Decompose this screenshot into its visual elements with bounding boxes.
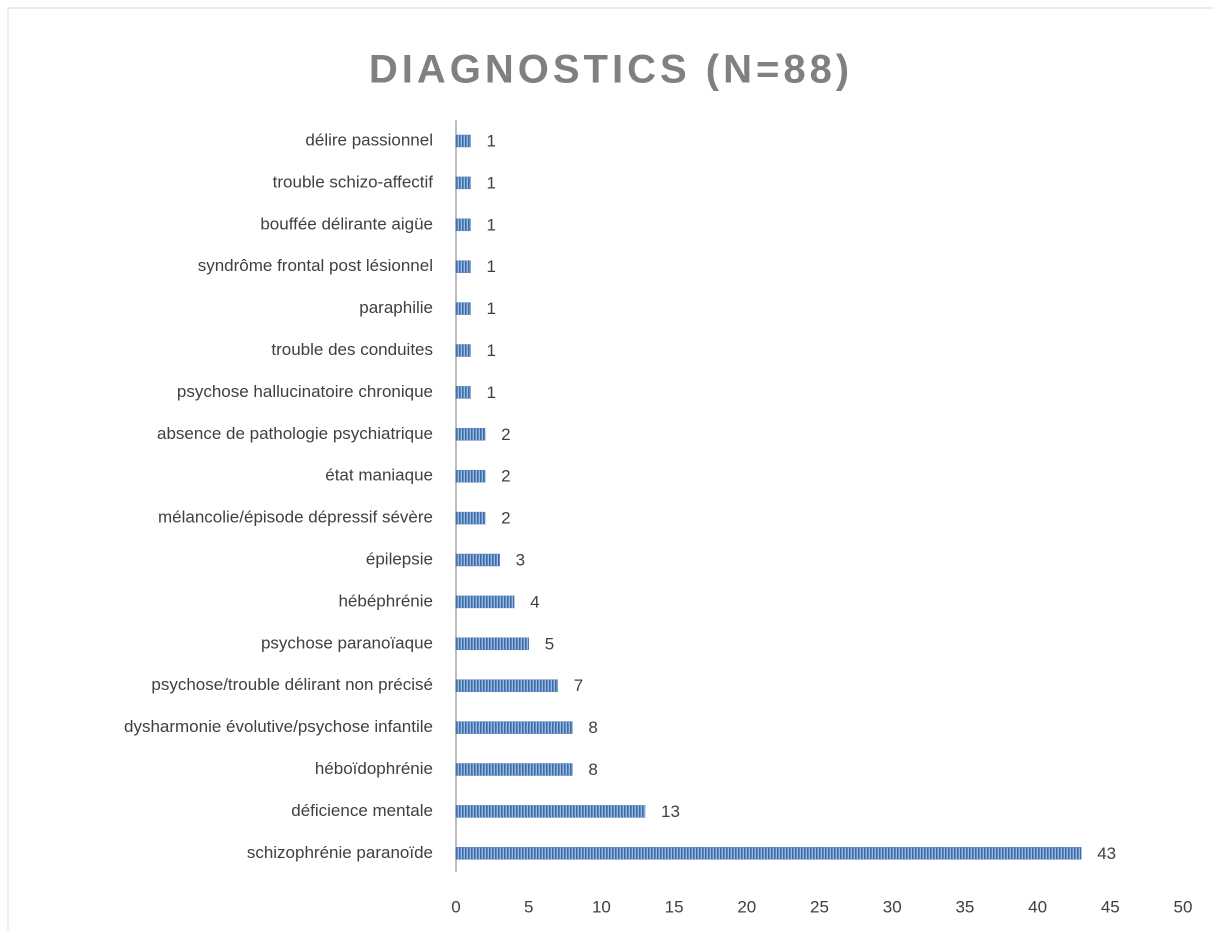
y-tick-label: trouble des conduites [271,340,433,359]
data-label: 8 [588,718,597,737]
data-label: 1 [487,299,496,318]
bar [455,763,573,776]
y-tick-label: hébéphrénie [338,591,433,610]
x-tick-label: 25 [810,897,829,916]
x-tick-label: 10 [592,897,611,916]
bar [455,386,471,399]
data-label: 2 [501,425,510,444]
y-tick-label: déficience mentale [291,801,433,820]
x-tick-label: 15 [665,897,684,916]
bar [455,721,573,734]
data-label: 13 [661,802,680,821]
y-tick-label: mélancolie/épisode dépressif sévère [158,508,433,527]
y-tick-label: état maniaque [325,466,433,485]
data-label: 7 [574,676,583,695]
y-tick-label: trouble schizo-affectif [273,172,434,191]
x-tick-label: 50 [1174,897,1193,916]
bar [455,260,471,273]
y-tick-label: psychose paranoïaque [261,633,433,652]
bar [455,847,1082,860]
x-tick-label: 0 [451,897,460,916]
bar [455,134,471,148]
bar [455,302,471,315]
data-label: 2 [501,509,510,528]
y-tick-label: absence de pathologie psychiatrique [157,424,433,443]
y-tick-label: bouffée délirante aigüe [260,214,433,233]
data-label: 1 [487,341,496,360]
data-label: 1 [487,257,496,276]
y-tick-label: délire passionnel [305,130,433,149]
y-tick-label: dysharmonie évolutive/psychose infantile [124,717,433,736]
bar [455,595,515,609]
bar [455,679,559,692]
data-label: 1 [487,383,496,402]
y-tick-label: épilepsie [366,549,433,568]
y-tick-label: paraphilie [359,298,433,317]
data-label: 5 [545,634,554,653]
data-label: 1 [487,173,496,192]
data-label: 1 [487,215,496,234]
bar [455,511,486,525]
bar [455,428,486,441]
bar [455,553,500,567]
x-tick-label: 45 [1101,897,1120,916]
data-label: 2 [501,467,510,486]
y-tick-label: schizophrénie paranoïde [247,843,433,862]
data-label: 4 [530,592,539,611]
data-label: 43 [1097,844,1116,863]
bar [455,637,529,651]
x-tick-label: 20 [737,897,756,916]
bar [455,218,471,232]
y-tick-label: psychose hallucinatoire chronique [177,382,433,401]
x-tick-label: 40 [1028,897,1047,916]
data-label: 3 [516,550,525,569]
y-tick-label: syndrôme frontal post lésionnel [198,256,433,275]
bar [455,469,486,483]
bar [455,176,471,190]
x-tick-label: 30 [883,897,902,916]
y-tick-label: héboïdophrénie [315,759,433,778]
data-label: 8 [588,760,597,779]
x-tick-label: 5 [524,897,533,916]
bar [455,805,646,818]
y-tick-label: psychose/trouble délirant non précisé [151,675,433,694]
bar [455,344,471,357]
chart-title: DIAGNOSTICS (N=88) [369,48,853,92]
x-tick-label: 35 [955,897,974,916]
data-label: 1 [487,131,496,150]
